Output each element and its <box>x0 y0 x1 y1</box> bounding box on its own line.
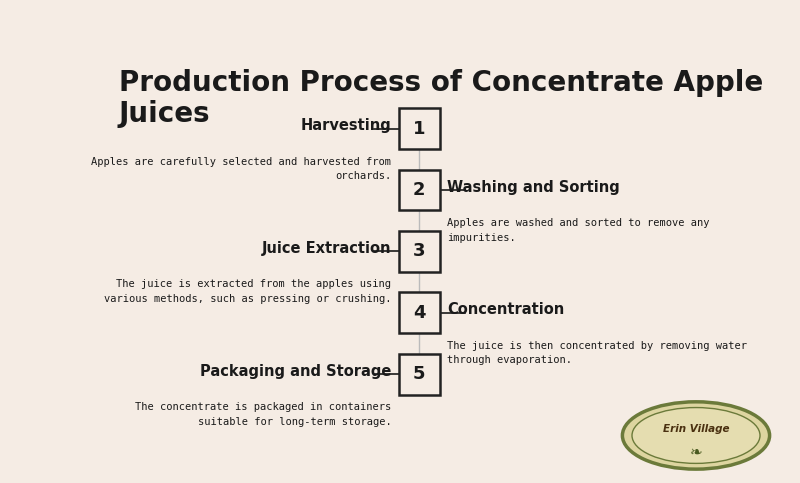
FancyBboxPatch shape <box>399 170 440 211</box>
Text: The concentrate is packaged in containers
suitable for long-term storage.: The concentrate is packaged in container… <box>135 402 391 427</box>
Text: Production Process of Concentrate Apple
Juices: Production Process of Concentrate Apple … <box>118 69 763 128</box>
Text: 4: 4 <box>413 304 426 322</box>
Text: 5: 5 <box>413 365 426 383</box>
Text: 3: 3 <box>413 242 426 260</box>
Text: The juice is then concentrated by removing water
through evaporation.: The juice is then concentrated by removi… <box>447 341 747 366</box>
Text: Juice Extraction: Juice Extraction <box>262 241 391 256</box>
FancyBboxPatch shape <box>399 108 440 149</box>
Text: The juice is extracted from the apples using
various methods, such as pressing o: The juice is extracted from the apples u… <box>104 279 391 304</box>
FancyBboxPatch shape <box>399 354 440 395</box>
Text: Washing and Sorting: Washing and Sorting <box>447 180 620 195</box>
FancyBboxPatch shape <box>399 292 440 333</box>
FancyBboxPatch shape <box>399 231 440 272</box>
Text: Packaging and Storage: Packaging and Storage <box>200 364 391 379</box>
Text: Apples are washed and sorted to remove any
impurities.: Apples are washed and sorted to remove a… <box>447 218 710 242</box>
Text: Erin Village: Erin Village <box>662 424 730 434</box>
Text: ❧: ❧ <box>690 444 702 459</box>
Text: Concentration: Concentration <box>447 302 565 317</box>
Text: Apples are carefully selected and harvested from
orchards.: Apples are carefully selected and harves… <box>91 156 391 181</box>
Text: Harvesting: Harvesting <box>301 118 391 133</box>
Ellipse shape <box>632 408 760 463</box>
Ellipse shape <box>622 402 770 469</box>
Text: 1: 1 <box>413 120 426 138</box>
Text: 2: 2 <box>413 181 426 199</box>
